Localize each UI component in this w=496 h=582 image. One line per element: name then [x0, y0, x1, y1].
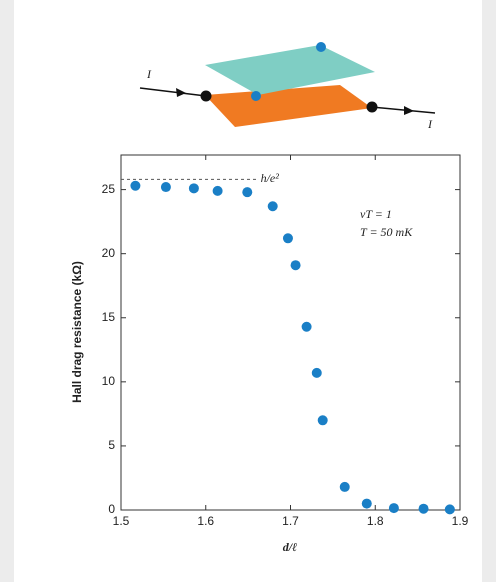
point: [212, 185, 223, 196]
point: [130, 180, 141, 191]
point: [388, 503, 399, 514]
point: [444, 504, 455, 515]
y-tick-label: 0: [108, 502, 115, 516]
point: [317, 415, 328, 426]
point: [290, 260, 301, 271]
x-tick-label: 1.5: [113, 514, 130, 528]
x-tick-label: 1.8: [367, 514, 384, 528]
x-tick-label: 1.7: [282, 514, 299, 528]
point: [267, 201, 278, 212]
bottom-layer: [205, 85, 372, 127]
y-tick-label: 5: [108, 438, 115, 452]
y-axis-label: Hall drag resistance (kΩ): [70, 261, 84, 403]
x-axis-label: d/ℓ: [283, 540, 297, 554]
contact: [366, 101, 378, 113]
point: [301, 321, 312, 332]
point: [361, 498, 372, 509]
y-tick-label: 25: [102, 182, 116, 196]
current-label: I: [146, 67, 152, 81]
reference-label: h/e²: [261, 171, 280, 185]
point: [311, 367, 322, 378]
x-tick-label: 1.6: [197, 514, 214, 528]
point: [339, 481, 350, 492]
contact: [251, 91, 261, 101]
point: [242, 187, 253, 198]
y-tick-label: 10: [102, 374, 116, 388]
diagram: I I: [139, 42, 436, 131]
current-in: [139, 87, 207, 97]
annotation: νT = 1: [360, 207, 392, 221]
y-tick-label: 20: [102, 246, 116, 260]
x-tick-label: 1.9: [452, 514, 469, 528]
y-tick-label: 15: [102, 310, 116, 324]
point: [160, 182, 171, 193]
arrow: [404, 106, 414, 115]
contact: [200, 90, 212, 102]
contact: [316, 42, 326, 52]
arrow: [176, 88, 186, 97]
point: [188, 183, 199, 194]
top-layer: [205, 45, 375, 95]
point: [282, 233, 293, 244]
current-label: I: [427, 117, 433, 131]
point: [418, 503, 429, 514]
current-out: [371, 106, 436, 114]
annotation: T = 50 mK: [360, 225, 413, 239]
